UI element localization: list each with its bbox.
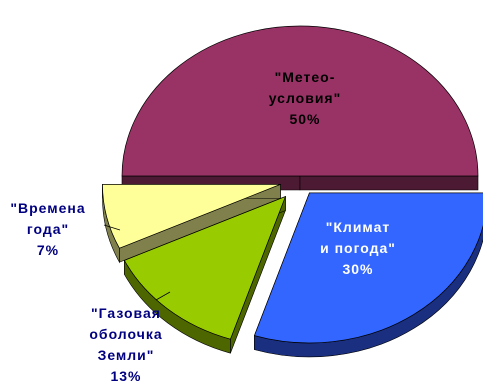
slice-value-0: 50%	[289, 111, 320, 127]
slice-label-line-2-0: "Газовая	[91, 305, 161, 321]
slice-value-1: 30%	[342, 261, 373, 277]
slice-label-line-3-1: года"	[27, 221, 69, 237]
slice-label-line-2-2: Земли"	[98, 347, 155, 363]
pie-slice-2	[123, 195, 287, 340]
slice-label-0: "Метео-условия" 50%	[269, 69, 342, 127]
pie-slice-3	[102, 184, 281, 249]
slice-label-line-1-1: и погода"	[320, 240, 396, 256]
leader-line-vremena	[103, 224, 121, 231]
slice-edge-0-1	[299, 175, 479, 191]
slice-label-line-3-0: "Времена	[10, 200, 85, 216]
slice-tops	[102, 25, 483, 344]
pie-slice-0	[121, 25, 479, 177]
slice-label-line-0-1: условия"	[269, 90, 342, 106]
slice-value-2: 13%	[110, 368, 141, 384]
slice-label-line-0-0: "Метео-	[275, 69, 336, 85]
slice-value-3: 7%	[37, 242, 59, 258]
leader-line-gazovaya	[155, 291, 171, 301]
slice-label-line-1-0: "Климат	[326, 219, 391, 235]
slice-label-2: "Газовая оболочка Земли" 13%	[89, 305, 162, 384]
slice-label-3: "Времена года" 7%	[10, 200, 85, 258]
slice-labels: "Метео-условия" 50% "Климат и погода" 30% "Га…	[10, 69, 396, 384]
slice-label-1: "Климат и погода" 30%	[320, 219, 396, 277]
slice-label-line-2-1: оболочка	[89, 326, 162, 342]
